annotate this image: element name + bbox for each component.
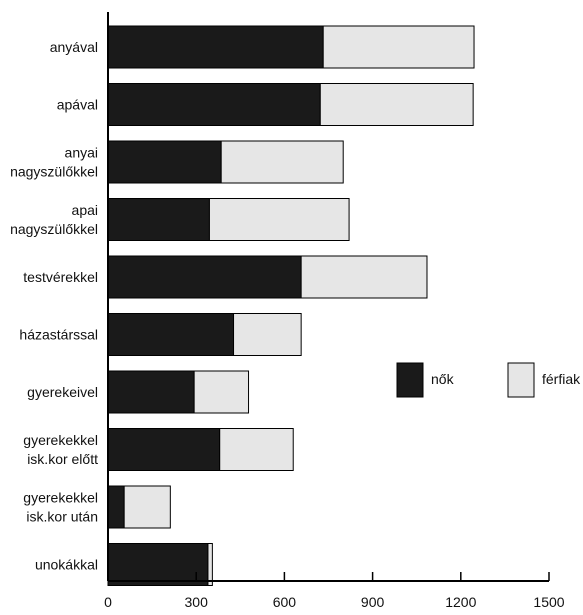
x-tick-label: 0 xyxy=(104,594,112,610)
legend-label-nok: nők xyxy=(431,371,455,387)
category-label: nagyszülőkkel xyxy=(10,221,98,237)
bar-nok-2 xyxy=(107,140,222,184)
bar-ferfiak-2 xyxy=(220,140,344,184)
legend-swatch-ferfiak xyxy=(507,362,535,398)
bar-nok-1 xyxy=(107,83,321,126)
category-label: testvérekkel xyxy=(23,269,98,285)
category-label: házastárssal xyxy=(19,327,98,343)
bars-group xyxy=(107,25,475,586)
category-label: anyai xyxy=(65,145,98,161)
x-tick-label: 1500 xyxy=(533,594,564,610)
bar-ferfiak-5 xyxy=(233,313,302,356)
legend: nők férfiak xyxy=(396,362,581,398)
legend-swatch-nok xyxy=(396,362,424,398)
bar-nok-3 xyxy=(107,198,210,241)
bar-nok-6 xyxy=(107,370,195,414)
category-label: gyerekekkel xyxy=(23,432,98,448)
bar-ferfiak-4 xyxy=(300,255,428,299)
bar-ferfiak-1 xyxy=(319,83,474,126)
x-tick-label: 600 xyxy=(273,594,297,610)
bar-ferfiak-9 xyxy=(207,543,213,586)
category-label: gyerekeivel xyxy=(27,384,98,400)
category-label: apával xyxy=(57,97,98,113)
bar-nok-0 xyxy=(107,25,324,69)
category-label: nagyszülőkkel xyxy=(10,164,98,180)
bar-nok-9 xyxy=(107,543,209,586)
x-tick-label: 1200 xyxy=(445,594,476,610)
bar-nok-4 xyxy=(107,255,302,299)
category-label: gyerekekkel xyxy=(23,490,98,506)
bar-ferfiak-6 xyxy=(193,370,250,414)
bar-nok-7 xyxy=(107,428,221,471)
bar-ferfiak-3 xyxy=(208,198,350,241)
bar-ferfiak-7 xyxy=(219,428,294,471)
legend-label-ferfiak: férfiak xyxy=(542,371,581,387)
bar-ferfiak-8 xyxy=(123,485,171,529)
category-labels: anyával apával anyai nagyszülőkkel apai nagys… xyxy=(10,39,98,573)
bar-nok-5 xyxy=(107,313,235,356)
x-tick-label: 900 xyxy=(361,594,385,610)
category-label: isk.kor előtt xyxy=(27,451,98,467)
category-label: anyával xyxy=(50,39,98,55)
x-axis: 0 300 600 900 1200 1500 xyxy=(104,572,565,610)
bar-ferfiak-0 xyxy=(322,25,475,69)
category-label: apai xyxy=(72,202,98,218)
bar-nok-8 xyxy=(107,485,125,529)
x-tick-label: 300 xyxy=(185,594,209,610)
category-label: unokákkal xyxy=(35,557,98,573)
category-label: isk.kor után xyxy=(26,509,98,525)
